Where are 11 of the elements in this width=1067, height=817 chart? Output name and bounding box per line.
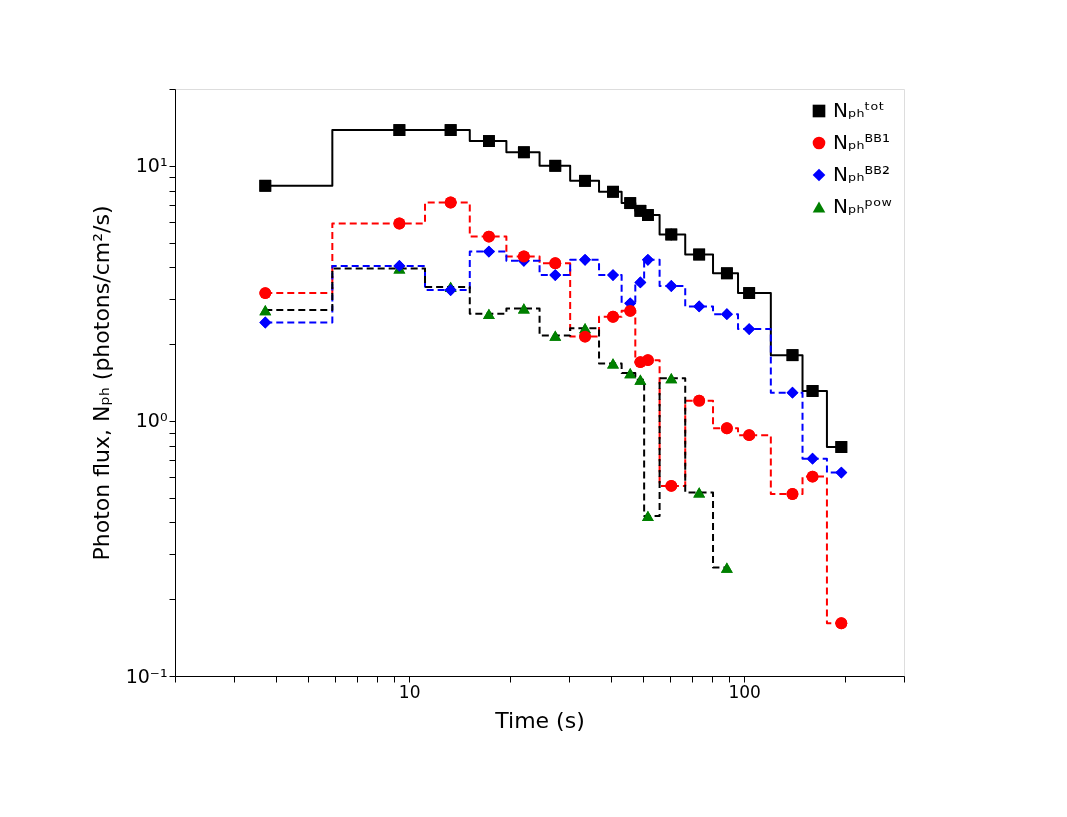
- x-axis-title: Time (s): [494, 707, 585, 733]
- y-axis-title: Photon flux, Nₚₕ (photons/cm²/s): [88, 205, 114, 561]
- legend-label: Nₚₕᴮᴮ²: [833, 162, 890, 186]
- legend-label: Nₚₕᵖᵒʷ: [833, 194, 892, 218]
- legend-label: Nₚₕᴮᴮ¹: [833, 130, 890, 154]
- legend-label: Nₚₕᵗᵒᵗ: [833, 98, 885, 122]
- y-tick-label: 10⁻¹: [125, 664, 168, 687]
- y-tick-label: 10⁰: [135, 409, 168, 432]
- x-tick-label: 10: [398, 681, 421, 702]
- x-tick-label: 100: [728, 681, 761, 702]
- y-tick-label: 10¹: [135, 154, 168, 177]
